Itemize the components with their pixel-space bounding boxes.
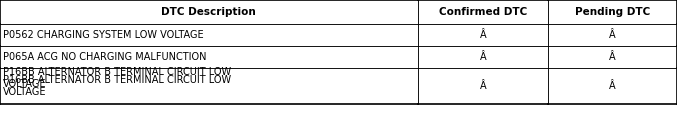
Bar <box>0 24 418 46</box>
Bar <box>548 68 677 104</box>
Text: P16BB ALTERNATOR B TERMINAL CIRCUIT LOW
VOLTAGE: P16BB ALTERNATOR B TERMINAL CIRCUIT LOW … <box>3 75 232 97</box>
Bar <box>0 46 418 68</box>
Text: Â: Â <box>480 52 486 62</box>
Text: Â: Â <box>609 52 616 62</box>
Text: Â: Â <box>480 30 486 40</box>
Bar <box>418 24 548 46</box>
Bar <box>418 68 548 104</box>
Text: P065A ACG NO CHARGING MALFUNCTION: P065A ACG NO CHARGING MALFUNCTION <box>3 52 207 62</box>
Text: Pending DTC: Pending DTC <box>575 7 651 17</box>
Text: Â: Â <box>480 81 486 91</box>
Text: P0562 CHARGING SYSTEM LOW VOLTAGE: P0562 CHARGING SYSTEM LOW VOLTAGE <box>3 30 204 40</box>
Text: DTC Description: DTC Description <box>162 7 256 17</box>
Bar <box>0 68 418 104</box>
Bar <box>418 0 548 24</box>
Text: Â: Â <box>609 30 616 40</box>
Bar <box>418 46 548 68</box>
Bar <box>0 0 418 24</box>
Bar <box>548 0 677 24</box>
Text: P16BB ALTERNATOR B TERMINAL CIRCUIT LOW
VOLTAGE: P16BB ALTERNATOR B TERMINAL CIRCUIT LOW … <box>3 67 232 89</box>
Bar <box>548 24 677 46</box>
Bar <box>548 46 677 68</box>
Text: Confirmed DTC: Confirmed DTC <box>439 7 527 17</box>
Text: Â: Â <box>609 81 616 91</box>
